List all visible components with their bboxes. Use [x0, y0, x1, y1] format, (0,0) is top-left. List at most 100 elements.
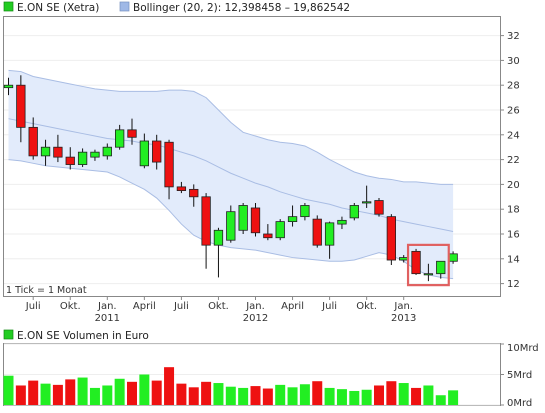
volume-bar — [250, 386, 261, 405]
price-x-tick-label: April — [281, 301, 304, 312]
candle-body — [40, 146, 51, 157]
candle — [53, 134, 63, 163]
price-x-tick-label: April — [133, 301, 156, 312]
price-legend: E.ON SE (Xetra) — [3, 1, 99, 14]
volume-bar — [151, 380, 162, 405]
volume-bar — [139, 374, 150, 405]
candle-body — [263, 233, 273, 239]
volume-bar — [89, 387, 100, 405]
bollinger-legend: Bollinger (20, 2): 12,398458 – 19,862542 — [119, 1, 350, 14]
volume-bar — [52, 384, 63, 405]
candle-body — [275, 221, 285, 239]
tick-note: 1 Tick = 1 Monat — [6, 285, 87, 296]
candle-body — [287, 216, 298, 222]
candle — [374, 198, 384, 217]
year-label: 2012 — [243, 313, 268, 324]
candle-body — [164, 141, 174, 188]
candle-body — [386, 216, 397, 261]
candle-body — [337, 219, 347, 225]
volume-bar — [176, 383, 187, 405]
highlight-box-layer — [406, 243, 450, 287]
candle — [250, 203, 261, 237]
candle — [275, 219, 285, 241]
candle — [176, 181, 187, 194]
price-x-tick-label: Juli — [25, 301, 41, 312]
volume-bar — [28, 380, 39, 405]
candle — [189, 184, 199, 207]
candle-body — [361, 201, 372, 204]
price-y-tick-label: 30 — [507, 56, 520, 67]
volume-legend-label: E.ON SE Volumen in Euro — [17, 330, 149, 342]
candle — [287, 205, 298, 227]
price-legend-label: E.ON SE (Xetra) — [17, 2, 99, 14]
volume-bar — [127, 381, 137, 405]
candle-body — [102, 146, 112, 157]
volume-bar — [287, 387, 298, 405]
volume-y-tick-label: 0Mrd — [507, 398, 532, 409]
volume-bar — [114, 378, 125, 405]
candle-body — [411, 250, 421, 275]
candle — [226, 205, 236, 243]
price-x-tick-label: Okt. — [60, 301, 81, 312]
price-y-tick-label: 14 — [507, 254, 520, 265]
volume-y-axis: 10Mrd 5Mrd 0Mrd — [500, 343, 539, 409]
candle-body — [423, 273, 434, 276]
price-x-tick-label: Okt. — [356, 301, 377, 312]
price-x-tick-label: Jan. — [245, 301, 265, 312]
candle — [411, 248, 421, 275]
candle — [77, 148, 88, 168]
candle — [300, 203, 310, 221]
volume-bar — [164, 367, 175, 405]
price-grid — [4, 35, 500, 285]
volume-bar — [324, 387, 335, 405]
candle — [152, 134, 162, 170]
candle-body — [213, 229, 224, 246]
highlight-box — [406, 243, 450, 287]
candle — [337, 216, 347, 230]
year-label: 2011 — [95, 313, 120, 324]
volume-bar — [312, 381, 323, 405]
candle-body — [65, 156, 75, 165]
candle — [90, 149, 100, 161]
volume-bar — [65, 379, 76, 405]
candle — [40, 139, 51, 166]
candle-body — [77, 151, 88, 165]
candle — [238, 203, 248, 234]
candle-body — [250, 207, 261, 234]
volume-bar — [361, 389, 372, 405]
price-panel: 1 Tick = 1 Monat — [3, 16, 501, 297]
candle — [349, 203, 359, 221]
price-x-axis: Juli Okt. Jan. April Juli Okt. Jan. April Juli Ok… — [25, 296, 416, 324]
volume-bar — [448, 390, 459, 405]
candle-body — [28, 126, 38, 157]
price-x-tick-label: Jan. — [393, 301, 413, 312]
candle — [213, 227, 224, 278]
volume-bar — [349, 390, 360, 405]
volume-bar — [15, 385, 26, 405]
candle-body — [176, 186, 187, 192]
candle — [164, 139, 174, 200]
volume-bar — [411, 387, 422, 405]
candle-body — [201, 196, 211, 246]
candle-body — [115, 129, 125, 148]
candle — [324, 221, 335, 259]
price-y-tick-label: 16 — [507, 230, 520, 241]
candle — [65, 147, 75, 170]
volume-bar — [3, 375, 14, 405]
volume-legend-swatch — [3, 329, 14, 340]
candle — [102, 143, 112, 160]
candle-body — [300, 205, 310, 218]
candle-body — [226, 211, 236, 241]
price-legend-swatch — [3, 1, 14, 12]
candle-body — [312, 218, 322, 246]
volume-bar — [386, 381, 397, 405]
volume-bar — [398, 383, 409, 405]
price-x-tick-label: Juli — [321, 301, 337, 312]
candle — [386, 214, 397, 265]
volume-bar — [188, 387, 199, 405]
candle — [28, 117, 38, 160]
volume-bar — [423, 385, 434, 405]
candle — [127, 118, 137, 145]
candle — [115, 124, 125, 150]
candle-body — [399, 257, 409, 261]
